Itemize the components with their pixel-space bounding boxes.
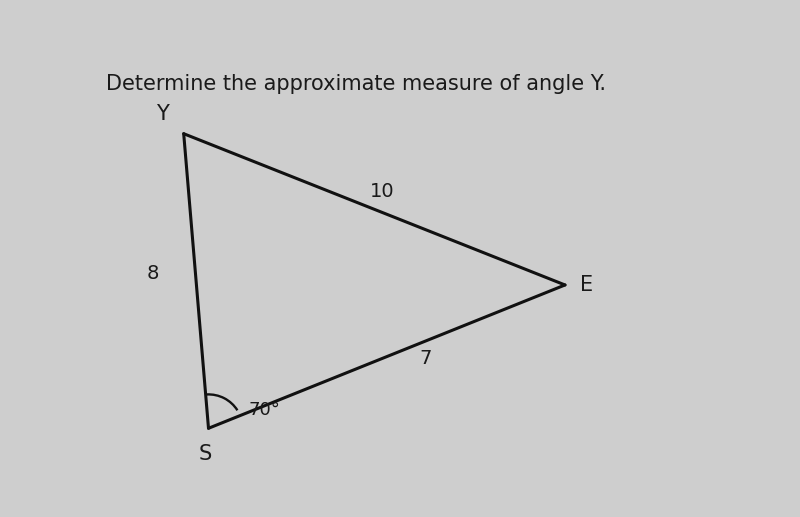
Text: Y: Y — [155, 104, 169, 124]
Text: 7: 7 — [419, 349, 432, 368]
Text: S: S — [198, 444, 212, 464]
Text: 8: 8 — [146, 264, 159, 282]
Text: E: E — [580, 275, 594, 295]
Text: 70°: 70° — [248, 401, 280, 419]
Text: 10: 10 — [370, 182, 394, 201]
Text: Determine the approximate measure of angle Y.: Determine the approximate measure of ang… — [106, 74, 606, 94]
